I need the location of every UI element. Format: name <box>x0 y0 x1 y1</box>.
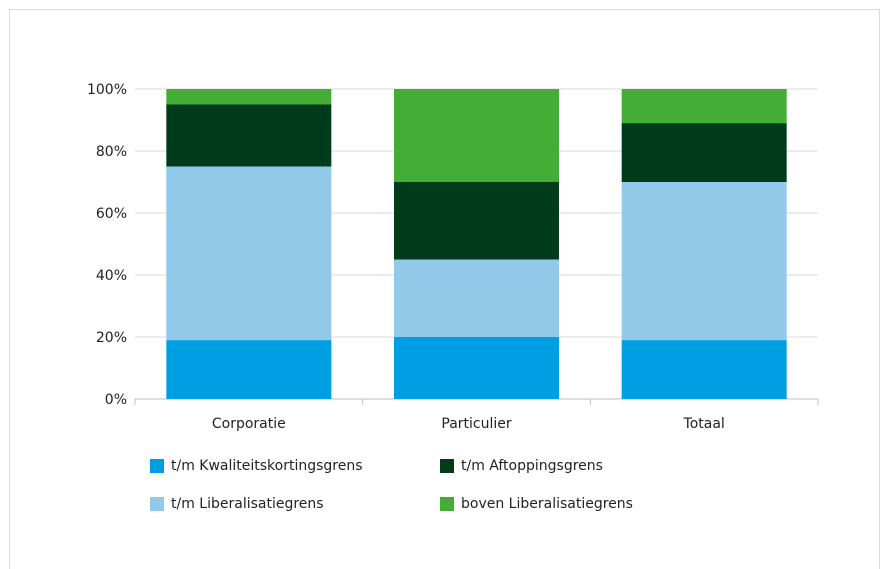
bar-segment <box>166 166 332 341</box>
bar-segment <box>621 123 787 182</box>
legend-swatch <box>150 497 164 511</box>
x-category-label: Totaal <box>683 416 725 432</box>
y-tick-label: 40% <box>96 268 127 284</box>
y-tick-label: 20% <box>96 330 127 346</box>
bar-segment <box>166 104 332 167</box>
legend-item-aftoppingsgrens: t/m Aftoppingsgrens <box>440 458 603 474</box>
legend-swatch <box>440 497 454 511</box>
legend-item-boven-liberalisatiegrens: boven Liberalisatiegrens <box>440 496 633 512</box>
bar-segment <box>394 89 559 182</box>
bar-segment <box>621 340 787 399</box>
legend-item-liberalisatiegrens: t/m Liberalisatiegrens <box>150 496 324 512</box>
bar-segment <box>166 89 332 105</box>
bar-segment <box>394 337 559 399</box>
legend-label: t/m Aftoppingsgrens <box>461 458 603 474</box>
y-tick-label: 100% <box>87 82 127 98</box>
bar-segment <box>166 340 332 399</box>
legend-swatch <box>440 459 454 473</box>
y-tick-label: 80% <box>96 144 127 160</box>
legend-label: t/m Kwaliteitskortingsgrens <box>171 458 363 474</box>
y-tick-label: 0% <box>105 392 127 408</box>
legend-swatch <box>150 459 164 473</box>
bar-segment <box>394 182 559 260</box>
bar-segment <box>621 89 787 124</box>
x-category-label: Particulier <box>441 416 511 432</box>
y-tick-label: 60% <box>96 206 127 222</box>
legend-item-kwaliteitskortingsgrens: t/m Kwaliteitskortingsgrens <box>150 458 363 474</box>
bar-segment <box>394 259 559 337</box>
x-category-label: Corporatie <box>212 416 286 432</box>
legend-label: t/m Liberalisatiegrens <box>171 496 324 512</box>
bar-segment <box>621 182 787 341</box>
legend-label: boven Liberalisatiegrens <box>461 496 633 512</box>
